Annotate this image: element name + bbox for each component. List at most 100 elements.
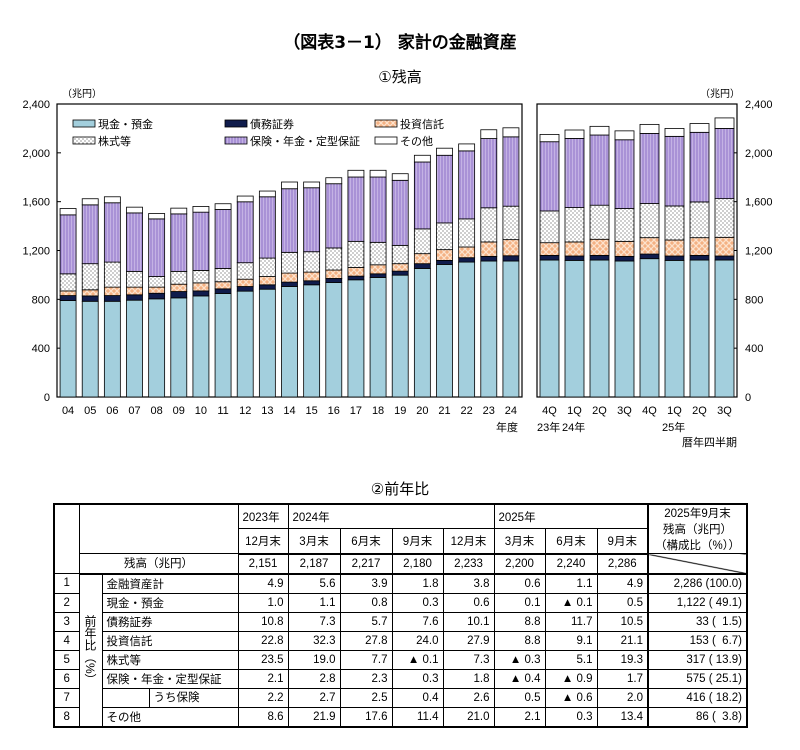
bar-insurance xyxy=(59,214,77,275)
x-tick-label: 3Q xyxy=(617,405,632,417)
balance-value: 2,187 xyxy=(287,553,341,575)
row-number: 1 xyxy=(53,573,80,594)
yoy-value: ▲ 0.1 xyxy=(391,649,444,670)
table-row: 1 前年比（%） 金融資産計 4.9 5.6 3.9 1.8 3.8 0.6 1.1 4.9 2,28… xyxy=(53,573,748,727)
yoy-value: 0.8 xyxy=(339,592,393,613)
bar-investment-trusts xyxy=(214,281,232,290)
bar-stocks xyxy=(347,240,365,268)
yoy-value: 27.8 xyxy=(339,630,393,651)
bar-bonds xyxy=(614,255,635,262)
yoy-value: 2.1 xyxy=(237,668,289,689)
bar-bonds xyxy=(236,286,254,292)
y-tick-label: 400 xyxy=(745,343,763,355)
bar-insurance xyxy=(413,161,431,230)
bar-bonds xyxy=(325,278,343,283)
bar-other xyxy=(281,181,298,190)
bar-insurance xyxy=(347,176,365,242)
yoy-value: 8.8 xyxy=(493,611,546,632)
bar-stocks xyxy=(614,208,635,242)
side-label: 前年比（%） xyxy=(78,573,103,727)
yoy-value: 0.3 xyxy=(391,592,444,613)
x-tick-label: 16 xyxy=(328,405,340,417)
legend-label: 現金・預金 xyxy=(98,117,153,131)
yoy-value: 3.9 xyxy=(339,573,393,594)
bar-cash xyxy=(714,259,735,398)
yoy-value: 1.1 xyxy=(544,573,598,594)
bar-cash xyxy=(192,295,210,398)
yoy-value: 0.1 xyxy=(493,592,546,613)
bar-insurance xyxy=(458,150,476,220)
bar-cash xyxy=(436,264,453,398)
month-header: 6月末 xyxy=(339,528,393,555)
x-tick-label: 15 xyxy=(306,405,318,417)
bar-insurance xyxy=(236,201,254,264)
bar-other xyxy=(502,127,520,138)
bar-cash xyxy=(103,300,121,398)
bar-investment-trusts xyxy=(192,282,210,292)
bar-stocks xyxy=(480,207,498,243)
bar-cash xyxy=(589,259,610,398)
yoy-value: 19.3 xyxy=(596,649,649,670)
row-number: 2 xyxy=(53,592,80,613)
y-tick-label: 1,200 xyxy=(22,246,50,258)
yoy-value: 32.3 xyxy=(287,630,341,651)
x-tick-label: 12 xyxy=(239,405,251,417)
bar-bonds xyxy=(502,255,520,262)
balance-share-value: 153 ( 6.7) xyxy=(647,630,748,651)
yoy-value: 0.3 xyxy=(391,668,444,689)
y-tick-label: 2,400 xyxy=(22,99,50,111)
last-header-line: （構成比（%）） xyxy=(655,540,740,552)
bar-stocks xyxy=(564,207,585,243)
x-tick-label: 1Q xyxy=(567,405,582,417)
legend-label: 保険・年金・定型保証 xyxy=(250,134,360,148)
legend-label: その他 xyxy=(400,135,433,148)
bar-investment-trusts xyxy=(258,276,276,286)
bar-bonds xyxy=(303,280,321,286)
bar-other xyxy=(436,147,453,156)
x-tick-label: 2Q xyxy=(692,405,707,417)
bar-bonds xyxy=(258,284,276,290)
balance-value: 2,200 xyxy=(493,553,546,575)
bar-insurance xyxy=(126,212,143,272)
bar-stocks xyxy=(589,204,610,240)
bar-cash xyxy=(480,260,498,398)
yoy-value: 10.1 xyxy=(442,611,495,632)
y-tick-label: 2,000 xyxy=(745,148,773,160)
balance-share-value: 317 ( 13.9) xyxy=(647,649,748,670)
row-number: 4 xyxy=(53,630,80,651)
bar-other xyxy=(81,198,99,206)
balance-share-value: 1,122 ( 49.1) xyxy=(647,592,748,613)
y-tick-label: 1,600 xyxy=(22,197,50,209)
legend-swatch-cash xyxy=(72,119,96,128)
yoy-table: 2023年 2024年 2025年 2025年9月末 残高（兆円） （構成比（%）） 12月… xyxy=(53,503,748,728)
table-row: 3 債務証券 10.8 7.3 5.7 7.6 10.1 8.8 11.7 10.5 33 ( 1.… xyxy=(53,611,748,632)
yoy-value: 2.1 xyxy=(493,706,546,727)
bar-stocks xyxy=(281,251,298,274)
bar-insurance xyxy=(436,154,453,224)
row-number: 5 xyxy=(53,649,80,670)
bar-insurance xyxy=(564,138,585,208)
yoy-value: ▲ 0.1 xyxy=(544,592,598,613)
balance-value: 2,286 xyxy=(596,553,649,575)
balance-share-value: 575 ( 25.1) xyxy=(647,668,748,689)
x-tick-label: 09 xyxy=(173,405,185,417)
bar-bonds xyxy=(480,255,498,262)
bar-stocks xyxy=(126,270,143,288)
bar-bonds xyxy=(81,295,99,302)
yoy-value: 21.0 xyxy=(442,706,495,727)
bar-stocks xyxy=(391,244,409,265)
row-label: 現金・預金 xyxy=(101,592,239,613)
bar-other xyxy=(391,173,409,181)
last-header-line: 2025年9月末 xyxy=(664,508,731,520)
month-header: 12月末 xyxy=(442,528,495,555)
yoy-value: 9.1 xyxy=(544,630,598,651)
legend-swatch-bonds xyxy=(224,119,248,128)
yoy-value: 5.6 xyxy=(287,573,341,594)
bar-insurance xyxy=(664,135,685,207)
bar-cash xyxy=(369,277,387,398)
bar-bonds xyxy=(714,255,735,261)
bar-insurance xyxy=(639,133,660,204)
bar-cash xyxy=(347,279,365,398)
balance-share-value: 2,286 (100.0) xyxy=(647,573,748,594)
yoy-value: 0.5 xyxy=(493,687,546,708)
